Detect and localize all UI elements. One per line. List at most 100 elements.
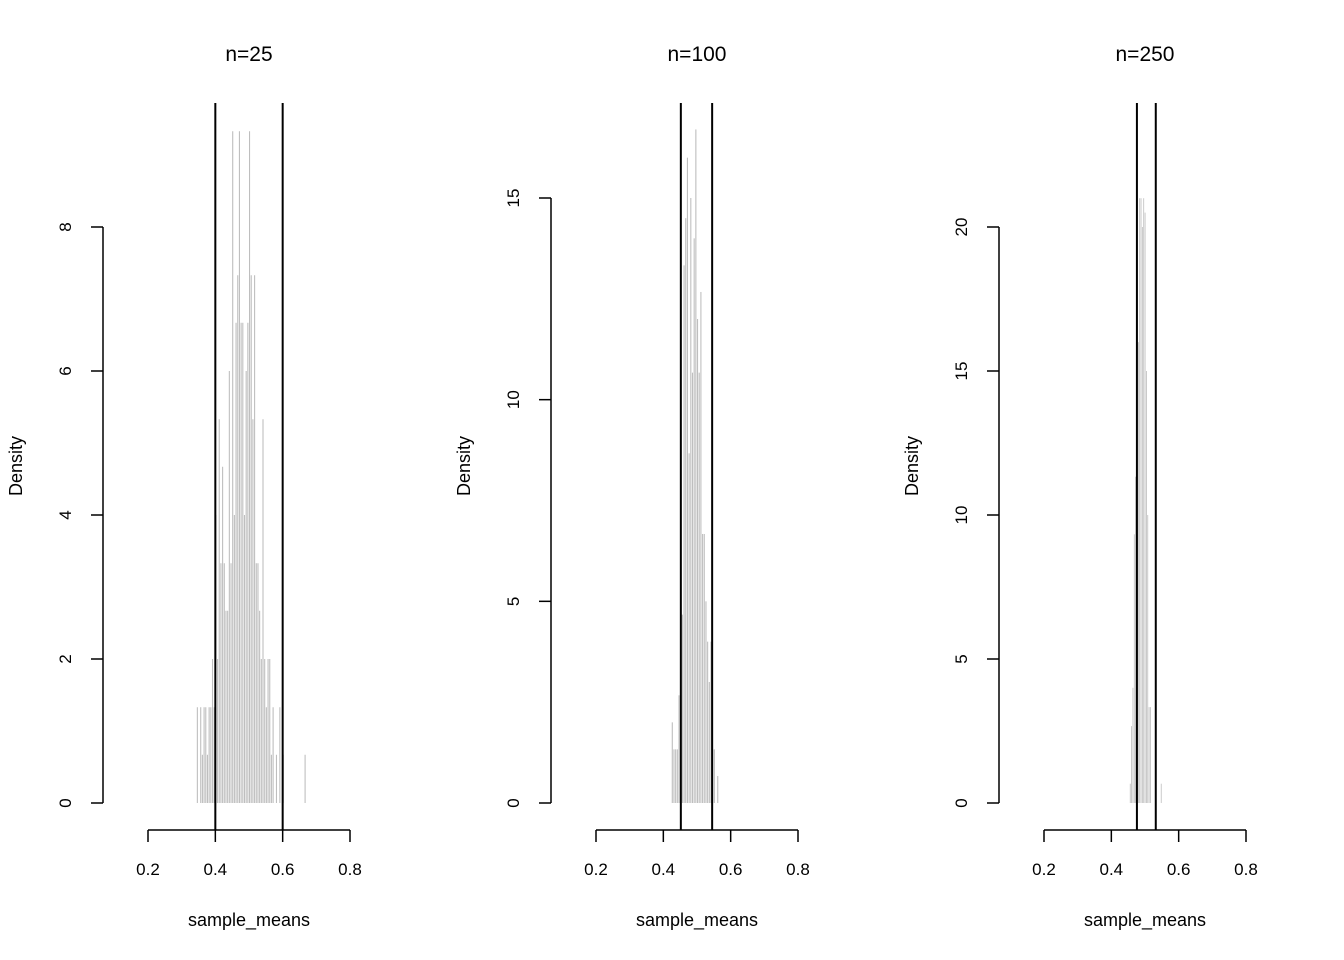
histogram-bar bbox=[270, 754, 272, 803]
histogram-bar bbox=[257, 563, 259, 803]
y-tick-label: 0 bbox=[504, 798, 523, 807]
histogram-bar bbox=[227, 610, 229, 803]
histogram-bar bbox=[201, 754, 203, 803]
histogram-bar bbox=[1137, 342, 1139, 803]
y-tick-label: 5 bbox=[952, 654, 971, 663]
histogram-bar bbox=[683, 265, 685, 803]
x-tick-label: 0.2 bbox=[584, 860, 608, 879]
histogram-bar bbox=[1140, 198, 1142, 803]
histogram-bar bbox=[700, 291, 702, 803]
histogram-bar bbox=[245, 371, 247, 803]
x-tick-label: 0.2 bbox=[1032, 860, 1056, 879]
histogram-bar bbox=[713, 749, 715, 803]
x-tick-label: 0.8 bbox=[786, 860, 810, 879]
x-tick-label: 0.2 bbox=[136, 860, 160, 879]
histogram-bar bbox=[1132, 687, 1134, 803]
histogram-bar bbox=[265, 707, 267, 803]
y-tick-label: 10 bbox=[504, 390, 523, 409]
histogram-bar bbox=[691, 372, 694, 803]
panel-n-250: 0.2 0.4 0.6 0.8 0 5 10 15 20 n=250 sample_means Den… bbox=[902, 43, 1258, 931]
panel-title: n=100 bbox=[668, 43, 727, 66]
histogram-bar bbox=[702, 533, 704, 803]
histogram-bar bbox=[695, 129, 697, 803]
histogram-bar bbox=[693, 238, 695, 804]
histogram-bar bbox=[279, 707, 281, 803]
panel-n-100: 0.2 0.4 0.6 0.8 0 5 10 15 n=100 sample_means Densi… bbox=[454, 43, 810, 931]
histogram-bar bbox=[681, 614, 683, 803]
histogram-bar bbox=[1139, 198, 1141, 803]
histogram-bar bbox=[707, 641, 709, 803]
histogram-bar bbox=[698, 372, 700, 803]
histogram-bar bbox=[205, 707, 207, 803]
histogram-bar bbox=[1135, 476, 1137, 803]
histogram-bar bbox=[232, 131, 234, 804]
histogram-bar bbox=[697, 319, 699, 803]
x-axis-label: sample_means bbox=[188, 910, 310, 931]
histogram-bar bbox=[233, 515, 235, 803]
histogram-bar bbox=[260, 659, 262, 803]
histogram-bar bbox=[671, 722, 673, 803]
histogram-bar bbox=[217, 659, 219, 803]
histogram-bar bbox=[1144, 212, 1146, 804]
histogram-bar bbox=[235, 322, 237, 803]
histogram-bar bbox=[255, 563, 257, 803]
histogram-bar bbox=[267, 659, 269, 803]
y-axis-label: Density bbox=[6, 436, 26, 496]
histogram-bar bbox=[686, 157, 688, 803]
histogram-bar bbox=[196, 707, 198, 803]
y-tick-label: 2 bbox=[56, 654, 75, 663]
x-tick-label: 0.6 bbox=[719, 860, 743, 879]
x-tick-label: 0.8 bbox=[1234, 860, 1258, 879]
histogram-bar bbox=[304, 754, 306, 803]
histogram-bar bbox=[673, 749, 675, 803]
histogram-bar bbox=[249, 131, 251, 804]
histogram-bar bbox=[264, 659, 266, 803]
histogram-bar bbox=[1160, 783, 1162, 803]
panel-n-25: 0.2 0.4 0.6 0.8 0 2 4 6 8 n=25 sample_means Density bbox=[6, 43, 362, 931]
histogram-bar bbox=[710, 641, 712, 803]
y-tick-label: 4 bbox=[56, 510, 75, 519]
y-tick-label: 0 bbox=[952, 798, 971, 807]
x-tick-label: 0.4 bbox=[204, 860, 228, 879]
histogram-bar bbox=[225, 610, 227, 803]
histogram-bar bbox=[254, 275, 256, 803]
x-axis-label: sample_means bbox=[636, 910, 758, 931]
histogram-bar bbox=[228, 371, 230, 803]
y-tick-label: 15 bbox=[504, 189, 523, 208]
histogram-bar bbox=[1129, 783, 1131, 803]
histogram-bar bbox=[1141, 227, 1143, 803]
histogram-bar bbox=[690, 198, 692, 803]
histogram-bar bbox=[242, 322, 244, 803]
histogram-bar bbox=[238, 131, 240, 804]
histogram-bar bbox=[269, 659, 271, 803]
y-tick-label: 5 bbox=[504, 597, 523, 606]
histogram-bar bbox=[1148, 707, 1150, 803]
histogram-bar bbox=[262, 419, 264, 803]
histogram-bar bbox=[678, 695, 680, 803]
histogram-bar bbox=[703, 533, 705, 803]
histogram-bar bbox=[223, 563, 225, 803]
histogram-bar bbox=[252, 419, 254, 803]
histogram-bar bbox=[208, 707, 210, 803]
histogram-bar bbox=[237, 275, 239, 803]
histogram-bar bbox=[247, 322, 249, 803]
histogram-bar bbox=[705, 601, 707, 803]
histogram-bar bbox=[243, 515, 246, 803]
y-tick-label: 20 bbox=[952, 218, 971, 237]
panel-title: n=25 bbox=[225, 43, 272, 66]
histogram-bar bbox=[259, 610, 261, 803]
histogram-bar bbox=[1133, 534, 1135, 803]
histogram-bar bbox=[1147, 515, 1149, 803]
histogram-bar bbox=[1146, 371, 1147, 803]
histogram-bar bbox=[1150, 707, 1151, 803]
histogram-bar bbox=[203, 707, 205, 803]
histogram-bar bbox=[275, 754, 278, 803]
x-tick-label: 0.8 bbox=[338, 860, 362, 879]
histogram-bar bbox=[218, 419, 220, 803]
x-tick-label: 0.6 bbox=[1167, 860, 1191, 879]
y-tick-label: 0 bbox=[56, 798, 75, 807]
y-tick-label: 10 bbox=[952, 506, 971, 525]
panel-title: n=250 bbox=[1116, 43, 1175, 66]
histogram-bar bbox=[206, 754, 208, 803]
